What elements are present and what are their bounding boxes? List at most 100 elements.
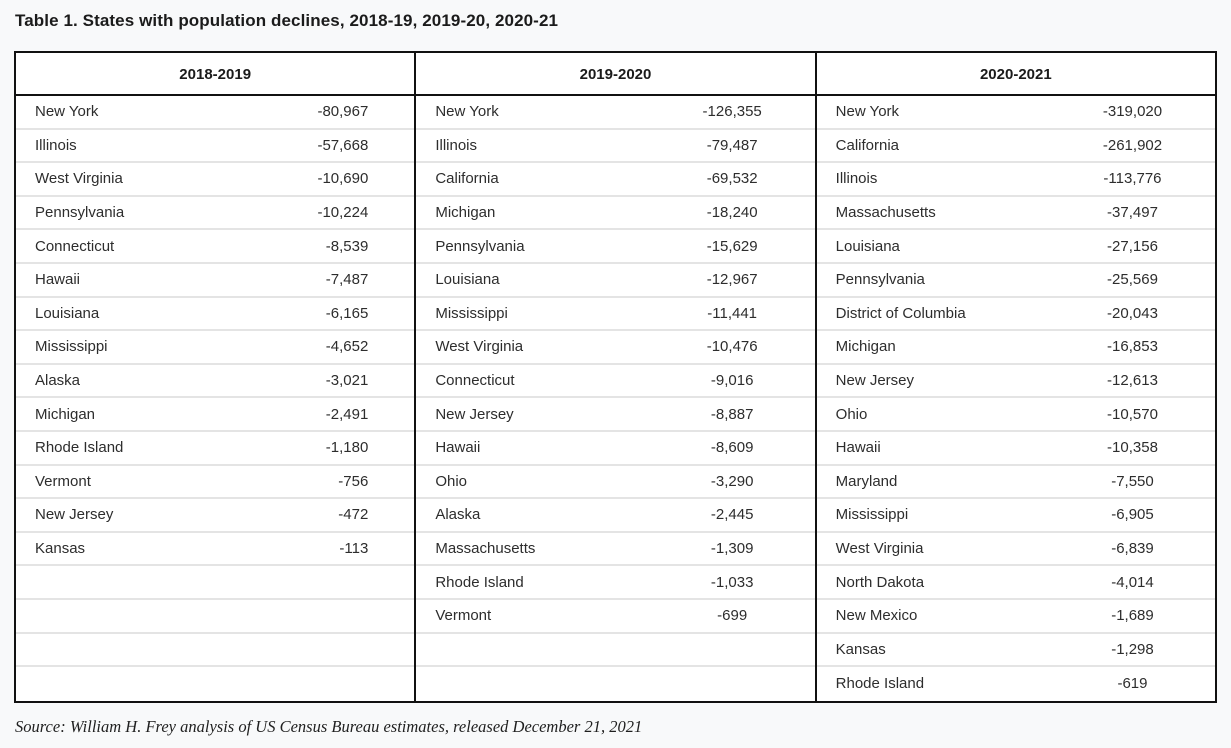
table-row (16, 634, 415, 668)
table-row: District of Columbia -20,043 (816, 298, 1215, 332)
state-name: Mississippi (435, 304, 508, 322)
state-name: Hawaii (835, 439, 881, 457)
table-row (416, 634, 815, 668)
table-row: Vermont -756 (16, 466, 415, 500)
table-row: Mississippi -4,652 (16, 331, 415, 365)
decline-value: -8,609 (710, 439, 754, 457)
table-row: New York -80,967 (16, 96, 415, 130)
table-row (16, 667, 414, 701)
state-name: West Virginia (835, 540, 924, 558)
state-name: Massachusetts (435, 540, 536, 558)
state-name: New Jersey (835, 372, 915, 390)
state-name: Mississippi (35, 338, 108, 356)
table-row: Vermont -699 (416, 600, 815, 634)
table-row: New Jersey -8,887 (416, 398, 815, 432)
state-name: Louisiana (35, 304, 100, 322)
state-name: Pennsylvania (835, 271, 925, 289)
state-name: Illinois (435, 136, 478, 154)
decline-value: -9,016 (710, 372, 754, 390)
decline-value: -10,570 (1107, 405, 1158, 423)
decline-value: -37,497 (1107, 204, 1158, 222)
table-row: Louisiana -12,967 (416, 264, 815, 298)
table-row: Massachusetts -37,497 (816, 197, 1215, 231)
table-title: Table 1. States with population declines… (15, 11, 559, 30)
decline-value: -10,476 (706, 338, 758, 356)
decline-value: -2,445 (710, 506, 754, 524)
state-name: Ohio (835, 405, 868, 423)
state-name: Connecticut (435, 372, 515, 390)
decline-value: -8,539 (325, 237, 369, 255)
rows-2019-2020: New York -126,355 Illinois -79,487 Californi… (416, 96, 815, 701)
decline-value: -16,853 (1107, 338, 1158, 356)
year-group-2020-2021: 2020-2021 New York -319,020 California -261… (814, 53, 1215, 701)
state-name: Louisiana (435, 271, 500, 289)
decline-value: -12,967 (706, 271, 758, 289)
decline-value: -6,165 (325, 304, 369, 322)
decline-value: -79,487 (706, 136, 758, 154)
state-name: California (435, 170, 499, 188)
state-name: Mississippi (835, 506, 909, 524)
table-row: Michigan -16,853 (816, 331, 1215, 365)
state-name: Michigan (835, 338, 896, 356)
decline-value: -261,902 (1102, 136, 1163, 154)
table-row: Rhode Island -1,180 (16, 432, 415, 466)
table-row: Louisiana -27,156 (816, 230, 1215, 264)
year-group-2018-2019: 2018-2019 New York -80,967 Illinois -57,668… (16, 53, 415, 701)
table-row: Louisiana -6,165 (16, 298, 415, 332)
decline-value: -6,839 (1111, 540, 1154, 558)
table-row: Kansas -1,298 (816, 634, 1215, 668)
state-name: Vermont (435, 607, 492, 625)
decline-value: -10,690 (317, 170, 369, 188)
table-row: Mississippi -11,441 (416, 298, 815, 332)
state-name: New York (435, 103, 499, 121)
table-row: New Jersey -12,613 (816, 365, 1215, 399)
column-header-2019-2020: 2019-2020 (416, 53, 815, 96)
state-name: Michigan (435, 204, 496, 222)
table-row: West Virginia -6,839 (816, 533, 1215, 567)
decline-value: -18,240 (706, 204, 758, 222)
rows-2020-2021: New York -319,020 California -261,902 Illino… (816, 96, 1215, 701)
table-row: Rhode Island -1,033 (416, 566, 815, 600)
decline-value: -7,487 (325, 271, 369, 289)
decline-value: -4,652 (325, 338, 369, 356)
state-name: New Mexico (835, 607, 918, 625)
table-row: Hawaii -7,487 (16, 264, 415, 298)
table-row: Kansas -113 (16, 533, 415, 567)
decline-value: -113,776 (1103, 170, 1162, 188)
state-name: New York (835, 103, 900, 121)
population-declines-table: 2018-2019 New York -80,967 Illinois -57,668… (14, 51, 1217, 703)
table-row: Ohio -10,570 (816, 398, 1215, 432)
decline-value: -126,355 (702, 103, 762, 121)
state-name: Alaska (35, 372, 81, 390)
table-row: Pennsylvania -10,224 (16, 197, 415, 231)
table-row: Connecticut -9,016 (416, 365, 815, 399)
table-row: Pennsylvania -25,569 (816, 264, 1215, 298)
decline-value: -7,550 (1111, 472, 1154, 490)
decline-value: -2,491 (325, 405, 369, 423)
state-name: West Virginia (435, 338, 524, 356)
state-name: California (835, 136, 900, 154)
state-name: Pennsylvania (435, 237, 525, 255)
state-name: District of Columbia (835, 304, 966, 322)
decline-value: -12,613 (1107, 372, 1158, 390)
table-row: Michigan -2,491 (16, 398, 415, 432)
decline-value: -756 (338, 472, 369, 490)
decline-value: -8,887 (710, 405, 754, 423)
table-row: Ohio -3,290 (416, 466, 815, 500)
state-name: Hawaii (435, 439, 481, 457)
decline-value: -10,224 (317, 204, 369, 222)
state-name: Rhode Island (835, 675, 925, 693)
state-name: Kansas (835, 640, 886, 658)
decline-value: -80,967 (317, 103, 369, 121)
state-name: New Jersey (435, 405, 514, 423)
state-name: Connecticut (35, 237, 115, 255)
state-name: North Dakota (835, 573, 925, 591)
table-row: North Dakota -4,014 (816, 566, 1215, 600)
source-note: Source: William H. Frey analysis of US C… (15, 716, 643, 736)
state-name: Hawaii (35, 271, 81, 289)
table-row: Illinois -113,776 (816, 163, 1215, 197)
table-row: Illinois -57,668 (16, 130, 415, 164)
state-name: Ohio (435, 472, 468, 490)
state-name: Pennsylvania (35, 204, 125, 222)
